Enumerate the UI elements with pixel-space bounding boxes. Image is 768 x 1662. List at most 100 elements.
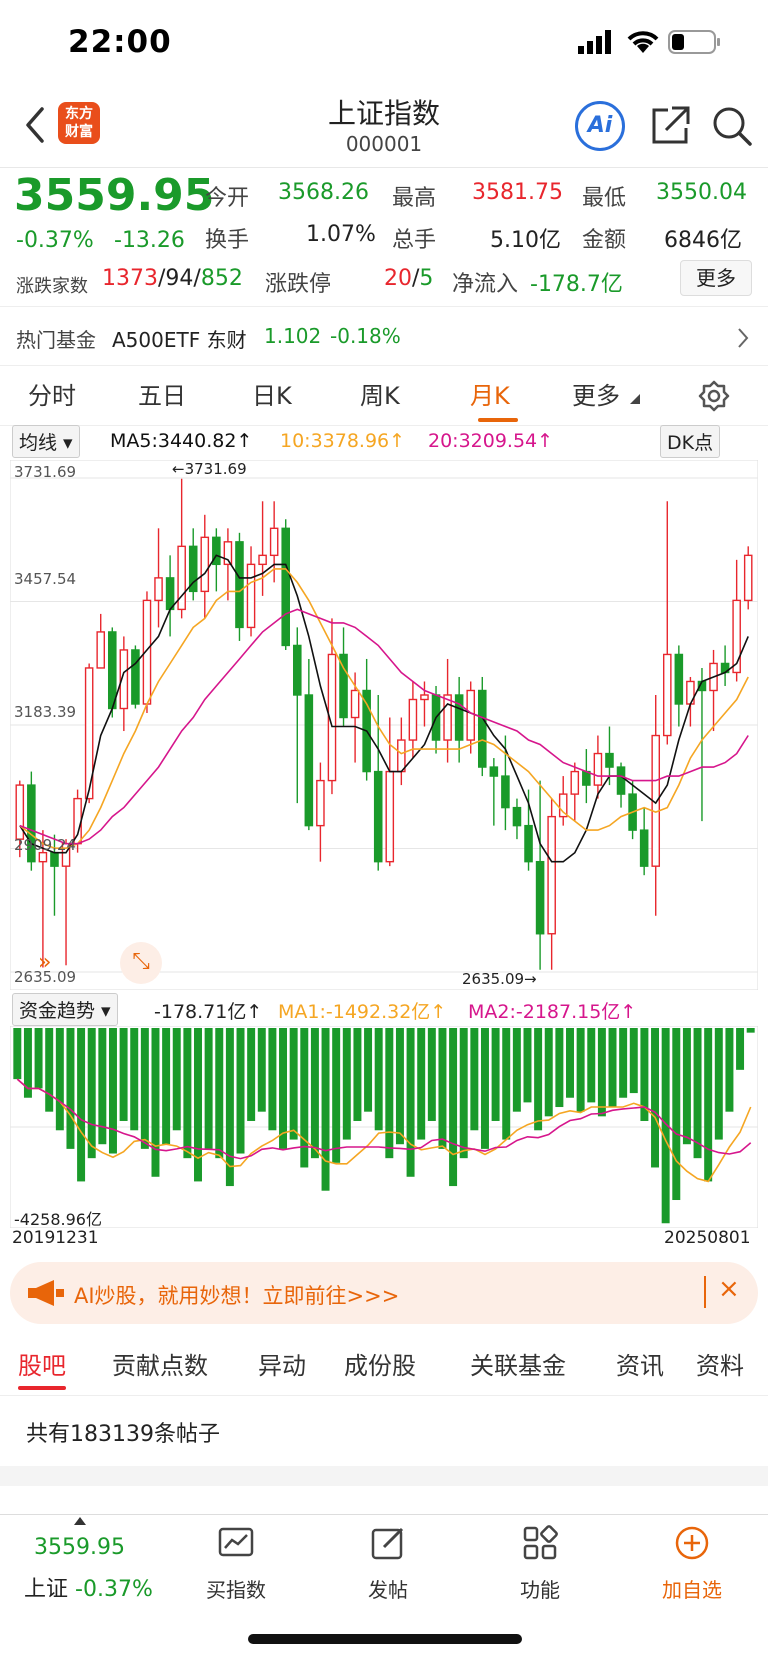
y-tick-bottom: 2635.09 — [14, 968, 77, 986]
search-icon[interactable] — [710, 104, 754, 148]
tab-contribution[interactable]: 贡献点数 — [112, 1352, 208, 1380]
hot-fund-change: -0.18% — [330, 324, 401, 348]
candle-body — [558, 793, 568, 818]
candle-body — [246, 563, 256, 629]
flow-bar — [651, 1028, 660, 1168]
candle-body — [131, 649, 140, 705]
tab-constituents[interactable]: 成份股 — [344, 1352, 416, 1380]
tab-guba[interactable]: 股吧 — [18, 1352, 66, 1380]
candle-body — [489, 766, 499, 777]
y-tick-4: 2909.24 — [14, 836, 77, 854]
expand-icon[interactable]: ⤡ — [120, 942, 162, 984]
candle-body — [15, 784, 25, 840]
grid-icon — [523, 1525, 558, 1560]
ma-selector[interactable]: 均线 ▾ — [12, 425, 80, 458]
min-price-marker: 2635.09→ — [462, 970, 537, 988]
expand-up-icon[interactable] — [74, 1517, 86, 1525]
tab-daily-k[interactable]: 日K — [252, 382, 292, 410]
inflow-value: -178.7亿 — [530, 272, 623, 297]
y-tick-3: 3183.39 — [14, 703, 77, 721]
fund-flow-selector[interactable]: 资金趋势 ▾ — [12, 993, 118, 1026]
candle-body — [373, 770, 383, 863]
flow-bar — [544, 1028, 553, 1117]
limit-values: 20/5 — [384, 266, 434, 291]
more-button[interactable]: 更多 — [680, 260, 752, 296]
flow-bar — [555, 1028, 564, 1108]
change-pct: -0.37% — [16, 228, 94, 253]
flow-bar — [236, 1028, 245, 1154]
candle-body — [165, 577, 175, 611]
candle-body — [662, 653, 672, 737]
candle-body — [292, 644, 302, 696]
tab-news[interactable]: 资讯 — [616, 1352, 664, 1380]
candle-body — [535, 860, 545, 935]
post-count: 共有183139条帖子 — [26, 1422, 220, 1447]
tab-five-day[interactable]: 五日 — [138, 382, 186, 410]
flow-bar — [130, 1028, 139, 1131]
settings-icon[interactable] — [698, 380, 730, 412]
flow-bar — [300, 1028, 309, 1168]
flow-bar — [353, 1028, 362, 1121]
tab-profile[interactable]: 资料 — [696, 1352, 744, 1380]
breadth-label: 涨跌家数 — [16, 276, 88, 297]
tab-monthly-k[interactable]: 月K — [470, 382, 510, 410]
candle-body — [281, 527, 291, 647]
chart-icon — [218, 1527, 254, 1557]
last-price: 3559.95 — [14, 170, 215, 221]
dk-point-button[interactable]: DK点 — [660, 425, 721, 458]
hot-fund-label: 热门基金 — [16, 328, 96, 352]
close-icon[interactable]: × — [718, 1274, 740, 1304]
section-divider — [0, 1466, 768, 1486]
candle-body — [235, 541, 244, 629]
candle-body — [304, 694, 314, 827]
flow-bar — [151, 1028, 160, 1177]
flow-bar — [417, 1028, 426, 1140]
flow-bar — [183, 1028, 192, 1159]
wifi-icon — [627, 31, 659, 53]
high-label: 最高 — [392, 186, 437, 211]
flow-bar — [204, 1028, 213, 1149]
turnover-value: 1.07% — [306, 222, 376, 247]
share-icon[interactable] — [648, 104, 692, 148]
flow-bar — [395, 1028, 404, 1145]
candle-body — [350, 689, 360, 719]
amount-value: 6846亿 — [664, 228, 742, 253]
flow-bar — [77, 1028, 86, 1182]
functions-button[interactable]: 功能 — [490, 1525, 590, 1603]
flow-bar — [279, 1028, 288, 1149]
flow-bar — [321, 1028, 330, 1191]
add-watchlist-button[interactable]: 加自选 — [642, 1525, 742, 1603]
candle-body — [188, 545, 198, 593]
home-indicator — [248, 1634, 522, 1644]
scroll-left-icon[interactable]: » — [38, 950, 52, 975]
bottom-toolbar: 3559.95 上证 -0.37% 买指数 发帖 功能 加自选 — [0, 1514, 768, 1662]
tab-related-funds[interactable]: 关联基金 — [470, 1352, 566, 1380]
fund-flow-chart[interactable] — [10, 1026, 758, 1228]
tab-movement[interactable]: 异动 — [258, 1352, 306, 1380]
buy-index-button[interactable]: 买指数 — [186, 1525, 286, 1603]
tab-weekly-k[interactable]: 周K — [360, 382, 400, 410]
tab-more[interactable]: 更多 — [572, 382, 620, 410]
ai-ad-banner[interactable]: AI炒股，就用妙想！立即前往>>> × — [10, 1262, 758, 1324]
chart-tabs: 分时 五日 日K 周K 月K 更多 — [0, 366, 768, 426]
ai-button[interactable]: Ai — [575, 101, 625, 151]
flow-bar — [310, 1028, 319, 1159]
candle-body — [397, 739, 406, 773]
inflow-label: 净流入 — [452, 272, 519, 297]
candle-body — [316, 779, 325, 827]
tab-intraday[interactable]: 分时 — [28, 382, 76, 410]
flow-bar — [672, 1028, 681, 1201]
kline-chart[interactable] — [10, 460, 758, 990]
flow-bar — [629, 1028, 638, 1094]
post-button[interactable]: 发帖 — [338, 1525, 438, 1603]
back-icon[interactable] — [24, 106, 46, 144]
hot-fund-row[interactable]: 热门基金 A500ETF 东财 1.102 -0.18% — [0, 306, 768, 366]
flow-bar — [640, 1028, 649, 1121]
turnover-label: 换手 — [205, 228, 250, 253]
flow-bar — [23, 1028, 32, 1098]
post-count-row: 共有183139条帖子 — [0, 1396, 768, 1466]
flow-bar — [480, 1028, 489, 1149]
breadth-values: 1373/94/852 — [102, 266, 243, 291]
flow-bar — [140, 1028, 149, 1149]
flow-bar — [746, 1028, 755, 1033]
